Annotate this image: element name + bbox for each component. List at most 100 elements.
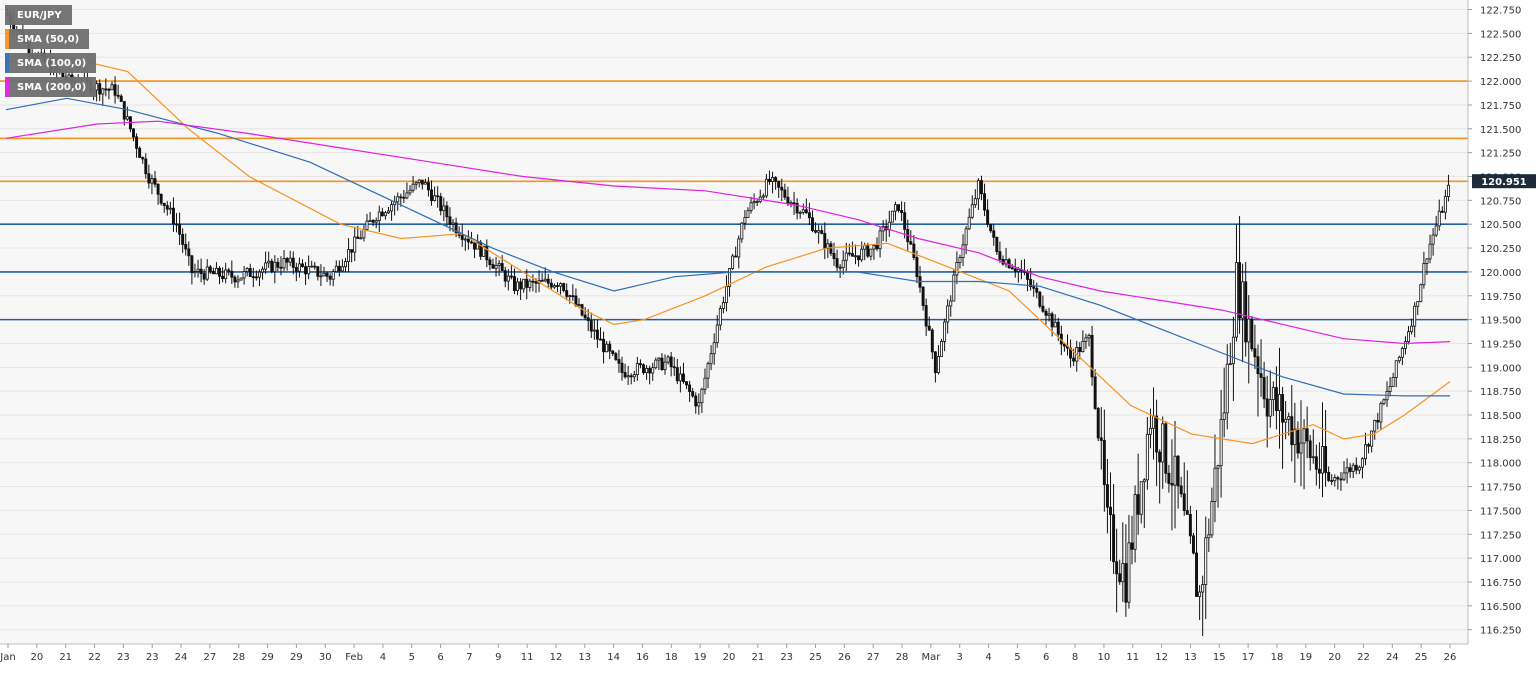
legend-symbol: EUR/JPY <box>5 5 72 25</box>
candle-body <box>1081 340 1085 353</box>
y-tick-label: 118.750 <box>1480 387 1521 398</box>
candle-body <box>525 278 529 288</box>
candle-body <box>264 262 268 270</box>
candle-body <box>909 241 913 245</box>
candle-body <box>1274 387 1278 412</box>
candle-body <box>924 305 928 327</box>
candle-body <box>1105 484 1109 508</box>
candle-body <box>1425 258 1429 264</box>
candle-body <box>814 230 818 233</box>
candle-body <box>571 295 575 298</box>
y-tick-label: 119.250 <box>1480 339 1521 350</box>
candle-body <box>1422 263 1426 286</box>
x-tick-label: Feb <box>345 652 363 663</box>
candle-body <box>162 202 166 207</box>
candle-body <box>433 195 437 202</box>
candle-body <box>1016 268 1020 272</box>
candle-body <box>442 205 446 212</box>
candle-body <box>1056 321 1060 335</box>
candle-body <box>1219 419 1223 467</box>
candle-body <box>605 343 609 353</box>
candle-body <box>721 302 725 309</box>
candle-body <box>599 338 602 341</box>
candle-body <box>374 220 378 223</box>
candle-body <box>783 189 787 198</box>
candle-body <box>930 329 934 353</box>
candle-body <box>915 257 919 278</box>
x-tick-label: 6 <box>1043 652 1049 663</box>
candle-body <box>703 377 707 390</box>
candle-body <box>1311 456 1315 459</box>
candle-body <box>439 196 443 212</box>
candle-body <box>1314 456 1318 470</box>
candle-body <box>927 325 931 331</box>
candle-body <box>196 268 200 272</box>
y-tick-label: 119.500 <box>1480 316 1521 327</box>
candle-body <box>543 278 547 282</box>
candle-body <box>1158 451 1162 463</box>
candle-body <box>1155 415 1159 453</box>
candle-body <box>476 241 480 250</box>
candle-body <box>159 193 163 204</box>
candle-body <box>992 230 996 238</box>
candle-body <box>1084 337 1088 342</box>
candle-body <box>353 236 357 253</box>
candle-body <box>1026 271 1030 280</box>
candle-body <box>1391 377 1395 387</box>
candle-body <box>771 177 775 182</box>
candle-body <box>445 205 449 218</box>
candle-body <box>952 274 956 302</box>
candle-body <box>411 183 415 191</box>
candle-body <box>466 238 470 243</box>
x-tick-label: 7 <box>466 652 472 663</box>
y-tick-label: 121.750 <box>1480 101 1521 112</box>
candle-body <box>1354 464 1358 471</box>
candle-body <box>150 178 154 184</box>
candle-body <box>297 263 301 272</box>
candle-body <box>331 271 335 280</box>
candle-body <box>1090 335 1094 378</box>
candle-body <box>1044 310 1048 316</box>
x-axis: Jan 20 21 22 23 23 24 27 28 29 29 30 Feb 4 5 6 7 9 11 12 13 1… <box>0 643 1468 663</box>
candle-body <box>611 350 615 355</box>
candle-body <box>276 261 280 268</box>
candle-body <box>829 243 833 254</box>
candle-body <box>768 178 771 182</box>
candle-body <box>1035 287 1039 293</box>
legend-sma-200-label: SMA (200,0) <box>17 81 87 93</box>
x-tick-label: 16 <box>636 652 649 663</box>
candle-body <box>940 341 944 357</box>
candle-body <box>294 267 298 272</box>
candle-body <box>964 228 968 246</box>
price-marker-label: 120.951 <box>1481 177 1527 188</box>
candle-body <box>267 260 271 264</box>
y-tick-label: 116.500 <box>1480 602 1521 613</box>
candle-body <box>224 269 228 280</box>
candle-body <box>282 258 286 269</box>
candle-body <box>681 373 685 383</box>
candle-body <box>1397 356 1401 362</box>
candle-body <box>998 251 1002 260</box>
candle-body <box>1388 386 1392 392</box>
candle-body <box>368 220 372 222</box>
x-tick-label: 6 <box>437 652 443 663</box>
candle-body <box>469 241 473 244</box>
candle-body <box>1161 423 1165 463</box>
candle-body <box>734 255 738 258</box>
legend-sma-50-label: SMA (50,0) <box>17 33 80 45</box>
candle-body <box>405 192 409 199</box>
candle-body <box>786 196 790 204</box>
candle-body <box>491 264 495 269</box>
candle-body <box>577 304 581 306</box>
candle-body <box>132 128 135 138</box>
candle-body <box>936 356 940 373</box>
candle-body <box>1238 262 1242 319</box>
y-tick-label: 122.000 <box>1480 77 1521 88</box>
candle-body <box>313 265 317 268</box>
candle-body <box>359 237 363 240</box>
candle-body <box>737 238 741 258</box>
candle-body <box>1431 234 1435 245</box>
candle-body <box>1400 347 1404 358</box>
y-tick-label: 122.500 <box>1480 29 1521 40</box>
